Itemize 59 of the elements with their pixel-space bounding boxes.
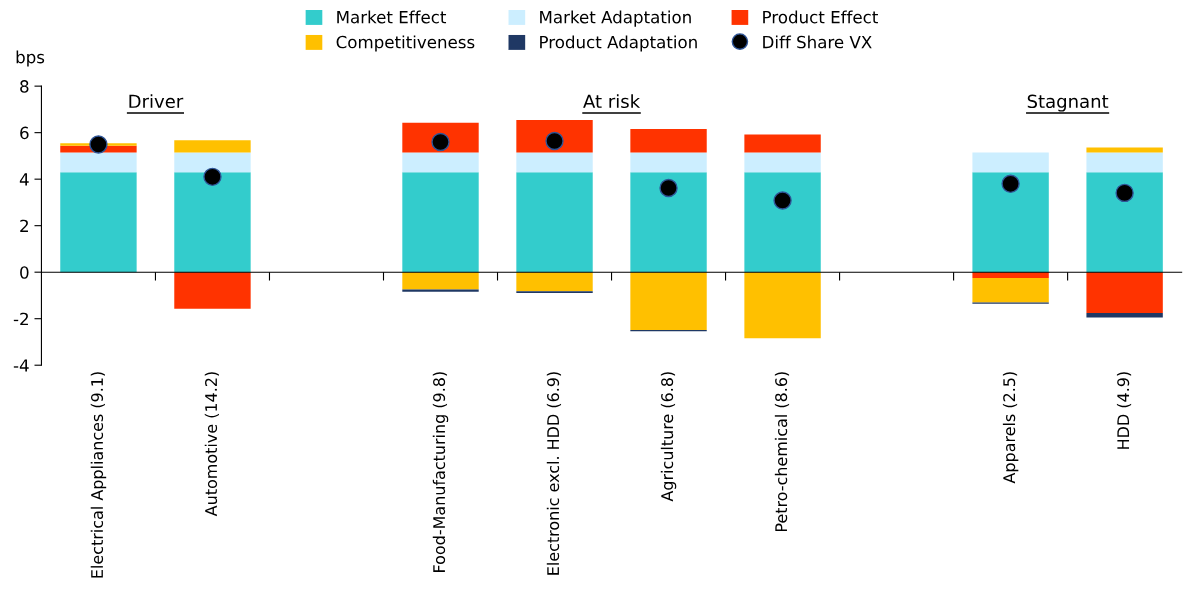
- bar: [174, 172, 251, 273]
- bar: [744, 172, 821, 273]
- annotation: Driver: [129, 94, 184, 109]
- y-tick-label: -2: [13, 312, 28, 326]
- point: [773, 191, 792, 210]
- bar: [60, 172, 137, 273]
- y-tick-label: 6: [20, 126, 29, 140]
- legend-label: Product Adaptation: [540, 35, 697, 52]
- x-tick-label: Electronic excl. HDD (6.9): [546, 372, 562, 575]
- bar: [1086, 172, 1163, 273]
- bar: [516, 272, 593, 292]
- annotation: At risk: [583, 94, 641, 109]
- y-tick-label: 2: [20, 219, 28, 233]
- bar: [630, 128, 707, 153]
- point: [1001, 174, 1020, 194]
- legend-label: Competitiveness: [336, 35, 475, 52]
- bar: [402, 172, 479, 273]
- bar: [402, 152, 479, 173]
- bar: [516, 152, 593, 173]
- bar: [972, 172, 1049, 273]
- point: [659, 178, 678, 198]
- x-tick-label: Food-Manufacturing (9.8): [432, 372, 449, 572]
- bar: [174, 140, 251, 153]
- bar: [744, 152, 821, 173]
- legend-label: Market Effect: [337, 10, 447, 24]
- bar: [1086, 152, 1163, 173]
- y-axis-title: bps: [16, 50, 45, 67]
- y-tick-label: 0: [20, 266, 29, 279]
- point: [89, 135, 108, 154]
- bar: [630, 152, 707, 173]
- bar: [972, 278, 1049, 303]
- bar: [174, 152, 251, 173]
- bar: [630, 272, 707, 331]
- point: [1115, 183, 1134, 203]
- bar: [1086, 272, 1163, 313]
- bar: [1086, 312, 1163, 318]
- bar: [744, 134, 821, 153]
- bar: [402, 289, 479, 292]
- x-tick-label: Automotive (14.2): [204, 372, 219, 517]
- bar: [744, 272, 821, 339]
- x-tick-label: Apparels (2.5): [1002, 372, 1019, 484]
- y-tick-label: 8: [20, 80, 29, 93]
- y-tick-label: -4: [13, 359, 29, 372]
- legend-label: Diff Share VX: [763, 35, 872, 49]
- annotation: Stagnant: [1027, 94, 1109, 112]
- x-tick-label: Petro-chemical (8.6): [774, 372, 790, 532]
- bar: [402, 272, 479, 290]
- legend-label: Market Adaptation: [540, 10, 691, 27]
- legend-label: Product Effect: [763, 10, 878, 24]
- point: [203, 167, 222, 187]
- bar: [174, 272, 251, 309]
- bar: [630, 172, 707, 273]
- bar: [60, 152, 137, 173]
- x-tick-label: Electrical Appliances (9.1): [90, 372, 107, 578]
- bar: [516, 172, 593, 273]
- bar: [972, 152, 1049, 173]
- y-tick-label: 4: [19, 173, 29, 186]
- x-tick-label: HDD (4.9): [1116, 372, 1132, 449]
- x-tick-label: Agriculture (6.8): [660, 372, 677, 502]
